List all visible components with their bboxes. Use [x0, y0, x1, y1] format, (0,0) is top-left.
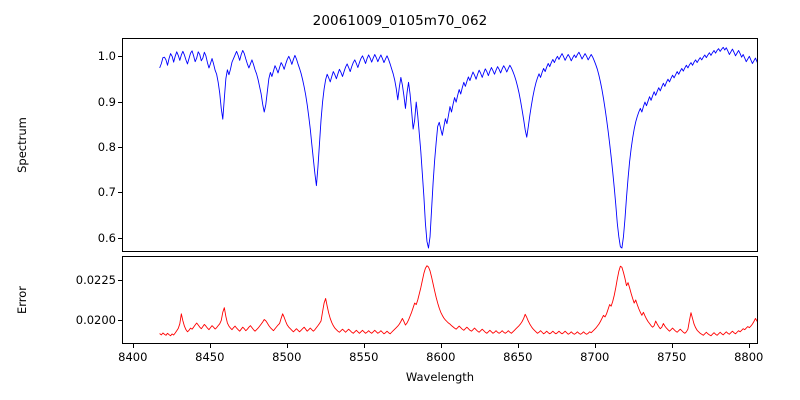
wavelength-xtick-label: 8500: [272, 350, 302, 364]
wavelength-xtick-mark: [363, 344, 365, 348]
wavelength-xtick-mark: [748, 344, 750, 348]
wavelength-xtick-mark: [671, 344, 673, 348]
spectrum-plot-area: [159, 46, 757, 249]
page-title: 20061009_0105m70_062: [312, 13, 488, 29]
error-axis-label: Error: [15, 285, 29, 315]
spectrum-ytick-label: 0.8: [97, 140, 116, 155]
spectrum-line: [159, 46, 757, 249]
error-axes: [122, 256, 758, 344]
wavelength-xtick-mark: [286, 344, 288, 348]
spectrum-ytick-mark: [118, 147, 122, 149]
wavelength-xtick-label: 8750: [657, 350, 687, 364]
spectrum-ytick-mark: [118, 192, 122, 194]
spectrum-ytick-mark: [118, 56, 122, 58]
wavelength-xtick-mark: [209, 344, 211, 348]
spectrum-ytick-label: 0.6: [97, 230, 116, 245]
spectrum-ytick-label: 0.7: [97, 185, 116, 200]
wavelength-xtick-mark: [440, 344, 442, 348]
spectrum-axes: [122, 38, 758, 252]
spectrum-ytick-mark: [118, 101, 122, 103]
spectrum-axis-label: Spectrum: [15, 117, 29, 173]
wavelength-xtick-label: 8600: [426, 350, 456, 364]
wavelength-xtick-label: 8450: [195, 350, 225, 364]
wavelength-xtick-label: 8650: [503, 350, 533, 364]
error-plot-area: [159, 265, 757, 337]
wavelength-xtick-label: 8400: [118, 350, 148, 364]
wavelength-xtick-mark: [594, 344, 596, 348]
wavelength-xtick-label: 8550: [349, 350, 379, 364]
spectrum-ytick-mark: [118, 237, 122, 239]
wavelength-axis-label: Wavelength: [405, 370, 475, 384]
wavelength-xtick-mark: [132, 344, 134, 348]
wavelength-xtick-label: 8800: [734, 350, 764, 364]
error-ytick-label: 0.0225: [75, 273, 116, 288]
error-ytick-label: 0.0200: [75, 312, 116, 327]
spectrum-ytick-label: 0.9: [97, 94, 116, 109]
wavelength-xtick-label: 8700: [580, 350, 610, 364]
wavelength-xtick-mark: [517, 344, 519, 348]
error-ytick-mark: [118, 280, 122, 282]
spectrum-ytick-label: 1.0: [97, 49, 116, 64]
error-line: [159, 265, 757, 337]
error-ytick-mark: [118, 319, 122, 321]
